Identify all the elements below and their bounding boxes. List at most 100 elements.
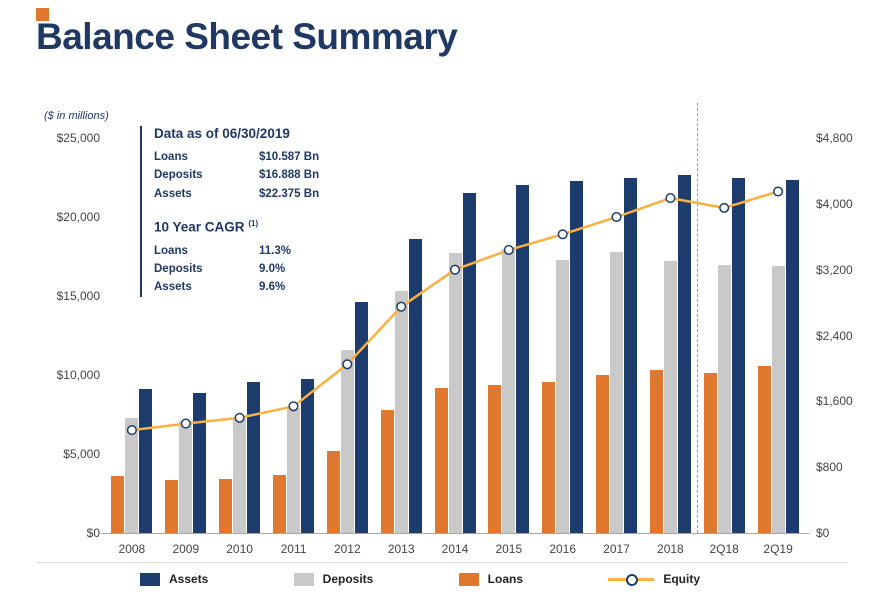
bar-loans-2011 (273, 475, 286, 533)
bar-loans-2008 (111, 476, 125, 533)
cagr-heading: 10 Year CAGR (1) (154, 219, 319, 235)
equity-marker-2012 (342, 359, 353, 370)
bar-deposits-2Q19 (771, 266, 785, 533)
accent-square (36, 8, 49, 21)
equity-marker-2013 (396, 301, 407, 312)
deposits-swatch-icon (293, 572, 314, 586)
bar-deposits-2009 (179, 420, 193, 533)
page-title: Balance Sheet Summary (36, 16, 458, 57)
left-axis-tick-label: $5,000 (63, 447, 100, 461)
equity-marker-2014 (449, 264, 461, 275)
bar-loans-2014 (434, 387, 448, 533)
annotation-row-label: Assets (154, 187, 192, 200)
bar-assets-2012 (354, 302, 368, 533)
equity-marker-2Q19 (773, 186, 784, 197)
bar-deposits-2011 (287, 408, 300, 533)
legend-label: Deposits (322, 572, 374, 586)
annotation-row-label: Deposits (154, 169, 203, 182)
legend-label: Assets (169, 572, 209, 586)
annotation-row: Deposits $16.888 Bn (154, 166, 319, 184)
x-axis-label: 2018 (657, 542, 684, 556)
x-axis-label: 2014 (441, 542, 469, 556)
x-axis-line (101, 533, 809, 534)
bar-loans-2017 (596, 375, 609, 533)
bar-loans-2009 (165, 480, 179, 533)
bar-assets-2016 (570, 181, 584, 533)
bar-deposits-2013 (394, 291, 408, 533)
equity-marker-2016 (557, 229, 568, 240)
annotation-row: Loans 11.3% (154, 242, 319, 260)
annotation-row-value: 11.3% (259, 244, 291, 257)
bar-assets-2014 (462, 193, 476, 533)
x-axis-label: 2013 (387, 542, 415, 556)
legend-label: Equity (663, 572, 700, 586)
right-axis-tick-label: $4,000 (816, 196, 853, 211)
equity-marker-2008 (126, 425, 137, 436)
x-axis-label: 2011 (280, 542, 307, 556)
equity-marker-2017 (611, 211, 622, 223)
bar-deposits-2012 (340, 349, 354, 533)
bar-loans-2012 (326, 450, 340, 533)
annotation-row: Assets 9.6% (154, 278, 319, 296)
annotation-box: Data as of 06/30/2019 Loans $10.587 Bn D… (140, 126, 319, 297)
annotation-row-label: Assets (154, 281, 192, 294)
left-axis-tick-label: $20,000 (56, 210, 100, 224)
annotation-row-value: $10.587 Bn (259, 151, 320, 163)
bar-loans-2Q18 (703, 372, 717, 533)
bar-loans-2013 (380, 409, 394, 533)
left-axis-tick-label: $15,000 (56, 289, 100, 303)
bar-loans-2018 (649, 370, 663, 533)
bar-assets-2011 (301, 378, 314, 533)
left-axis-tick-label: $10,000 (56, 368, 100, 382)
bar-deposits-2018 (663, 261, 677, 533)
annotation-row-value: $22.375 Bn (259, 187, 320, 200)
equity-marker-2010 (234, 412, 245, 423)
bar-assets-2015 (516, 185, 530, 533)
x-axis-label: 2009 (172, 542, 200, 556)
equity-marker-2015 (503, 244, 514, 255)
legend-item-deposits: Deposits (293, 572, 374, 586)
period-separator-line (697, 103, 699, 533)
legend-item-equity: Equity (608, 572, 700, 586)
bar-deposits-2017 (610, 251, 623, 533)
legend-label: Loans (487, 572, 524, 586)
x-axis-label: 2017 (603, 542, 630, 556)
annotation-row: Deposits 9.0% (154, 260, 319, 278)
equity-marker-2009 (180, 418, 191, 429)
annotation-row-label: Deposits (154, 263, 203, 276)
bar-loans-2010 (219, 478, 233, 533)
x-axis-label: 2008 (118, 542, 146, 556)
annotation-row-value: 9.0% (259, 263, 286, 276)
annotation-row-label: Loans (154, 151, 188, 163)
bar-assets-2009 (193, 393, 207, 533)
bar-deposits-2016 (556, 259, 570, 533)
bar-assets-2017 (624, 177, 637, 533)
bar-deposits-2015 (502, 248, 516, 533)
bar-loans-2016 (542, 382, 556, 533)
x-axis-label: 2Q18 (709, 542, 739, 556)
right-axis-tick-label: $4,800 (816, 131, 853, 145)
bar-assets-2018 (677, 175, 691, 533)
equity-line-swatch-icon (608, 573, 655, 586)
legend-item-loans: Loans (458, 572, 524, 586)
loans-swatch-icon (458, 572, 479, 586)
equity-marker-2Q18 (719, 202, 730, 213)
legend-item-assets: Assets (140, 572, 208, 586)
assets-swatch-icon (140, 572, 160, 586)
cagr-heading-text: 10 Year CAGR (154, 219, 245, 235)
bar-assets-2008 (139, 389, 153, 533)
bar-deposits-2014 (448, 253, 462, 533)
x-axis-label: 2015 (495, 542, 523, 556)
annotation-row-value: $16.888 Bn (259, 169, 320, 182)
bar-assets-2013 (408, 239, 422, 533)
right-axis-tick-label: $0 (816, 526, 830, 540)
annotation-row-value: 9.6% (259, 281, 286, 294)
equity-marker-2018 (665, 193, 676, 204)
bar-deposits-2010 (233, 419, 247, 533)
right-axis-tick-label: $1,600 (816, 394, 853, 409)
left-axis-tick-label: $25,000 (56, 131, 100, 145)
annotation-row: Loans $10.587 Bn (154, 148, 319, 166)
left-axis-tick-label: $0 (86, 526, 100, 540)
bar-deposits-2Q18 (717, 265, 731, 533)
